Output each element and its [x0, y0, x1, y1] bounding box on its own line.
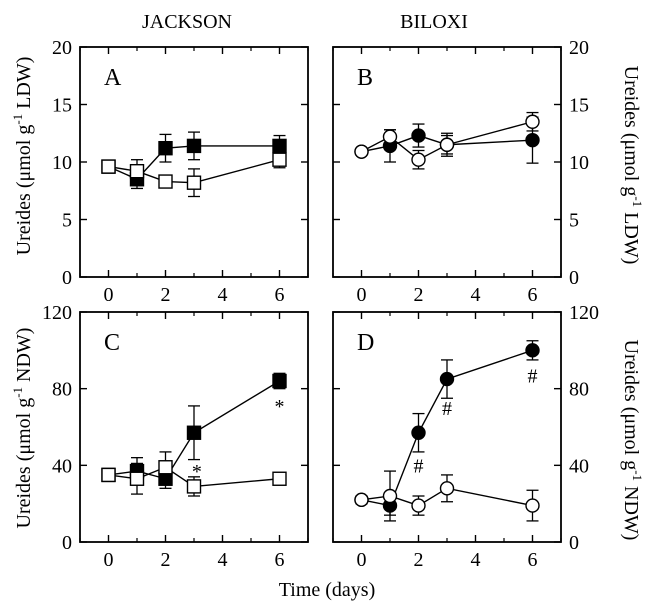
y-tick-label: 120 — [569, 302, 599, 324]
significance-mark: * — [192, 461, 202, 483]
y-tick-label: 80 — [569, 379, 589, 401]
x-tick-label: 4 — [471, 549, 481, 571]
x-tick-label: 6 — [275, 549, 285, 571]
x-tick-label: 4 — [218, 549, 228, 571]
data-point-filled — [411, 128, 426, 143]
y-tick-label: 0 — [62, 267, 72, 289]
data-point-open — [382, 129, 398, 144]
column-title-jackson: JACKSON — [142, 11, 232, 33]
panel-c: C 0 2 4 6 0 40 80 120 * * — [42, 302, 309, 571]
data-point-filled — [186, 138, 202, 154]
y-tick-label: 5 — [569, 210, 579, 232]
y-axis-title-top-right: Ureides (μmol g-1 LDW) — [620, 66, 645, 265]
x-tick-label: 0 — [104, 549, 114, 571]
panel-letter: B — [357, 65, 373, 91]
data-point-open — [101, 159, 116, 174]
data-point-open — [186, 175, 202, 190]
panel-letter: A — [104, 65, 122, 91]
data-point-filled — [186, 425, 202, 440]
panel-letter: D — [357, 330, 374, 356]
y-tick-label: 0 — [62, 532, 72, 554]
significance-mark: # — [414, 455, 424, 477]
data-point-open — [129, 163, 145, 179]
y-tick-label: 20 — [569, 37, 589, 59]
data-point-open — [439, 481, 455, 496]
data-point-filled — [272, 138, 287, 154]
x-tick-label: 6 — [528, 549, 538, 571]
significance-mark: * — [275, 396, 285, 418]
data-point-filled — [525, 132, 540, 148]
data-point-open — [382, 488, 398, 504]
x-tick-label: 2 — [161, 549, 171, 571]
data-point-filled — [411, 425, 426, 440]
data-point-open — [411, 152, 426, 167]
data-point-open — [272, 152, 287, 167]
data-point-open — [186, 479, 202, 494]
significance-mark: # — [528, 365, 538, 387]
y-tick-label: 10 — [52, 152, 72, 174]
x-axis-title: Time (days) — [279, 579, 375, 601]
data-point-open — [272, 471, 287, 486]
y-axis-title-bottom-right: Ureides (μmol g-1 NDW) — [620, 340, 645, 541]
data-point-open — [158, 460, 173, 475]
data-point-filled — [272, 373, 287, 389]
y-tick-label: 80 — [52, 379, 72, 401]
x-tick-label: 0 — [104, 284, 114, 306]
y-tick-label: 20 — [52, 37, 72, 59]
y-tick-label: 0 — [569, 532, 579, 554]
x-tick-label: 4 — [218, 284, 228, 306]
x-tick-label: 0 — [357, 284, 367, 306]
data-point-filled — [525, 343, 540, 358]
significance-mark: # — [442, 398, 452, 420]
y-tick-label: 10 — [569, 152, 589, 174]
y-tick-label: 15 — [569, 95, 589, 117]
data-point-open — [525, 498, 540, 513]
x-tick-label: 2 — [161, 284, 171, 306]
y-tick-label: 40 — [569, 455, 589, 477]
y-axis-title-bottom-left: Ureides (μmol g-1 NDW) — [10, 328, 35, 529]
y-tick-label: 40 — [52, 455, 72, 477]
data-point-open — [354, 492, 369, 508]
y-axis-title-top-left: Ureides (μmol g-1 LDW) — [10, 57, 35, 256]
x-tick-label: 6 — [528, 284, 538, 306]
data-point-filled — [158, 140, 173, 156]
column-title-biloxi: BILOXI — [400, 11, 468, 33]
data-point-open — [411, 498, 426, 513]
data-point-open — [158, 174, 173, 189]
x-tick-label: 6 — [275, 284, 285, 306]
data-point-open — [439, 137, 455, 152]
x-tick-label: 2 — [414, 549, 424, 571]
panel-b: B 0 2 4 6 0 5 10 15 20 — [332, 37, 589, 306]
x-tick-label: 4 — [471, 284, 481, 306]
data-point-open — [525, 114, 540, 129]
data-point-open — [129, 471, 145, 486]
data-point-open — [354, 144, 369, 159]
data-point-filled — [439, 371, 455, 387]
panel-letter: C — [104, 330, 120, 356]
y-tick-label: 5 — [62, 210, 72, 232]
y-tick-label: 0 — [569, 267, 579, 289]
panel-d: D 0 2 4 6 0 40 80 120 # # # — [332, 302, 599, 571]
x-tick-label: 2 — [414, 284, 424, 306]
y-tick-label: 15 — [52, 95, 72, 117]
x-tick-label: 0 — [357, 549, 367, 571]
y-tick-label: 120 — [42, 302, 72, 324]
panel-a: A 0 2 4 6 0 5 10 15 20 — [52, 37, 309, 306]
data-point-open — [101, 467, 116, 483]
